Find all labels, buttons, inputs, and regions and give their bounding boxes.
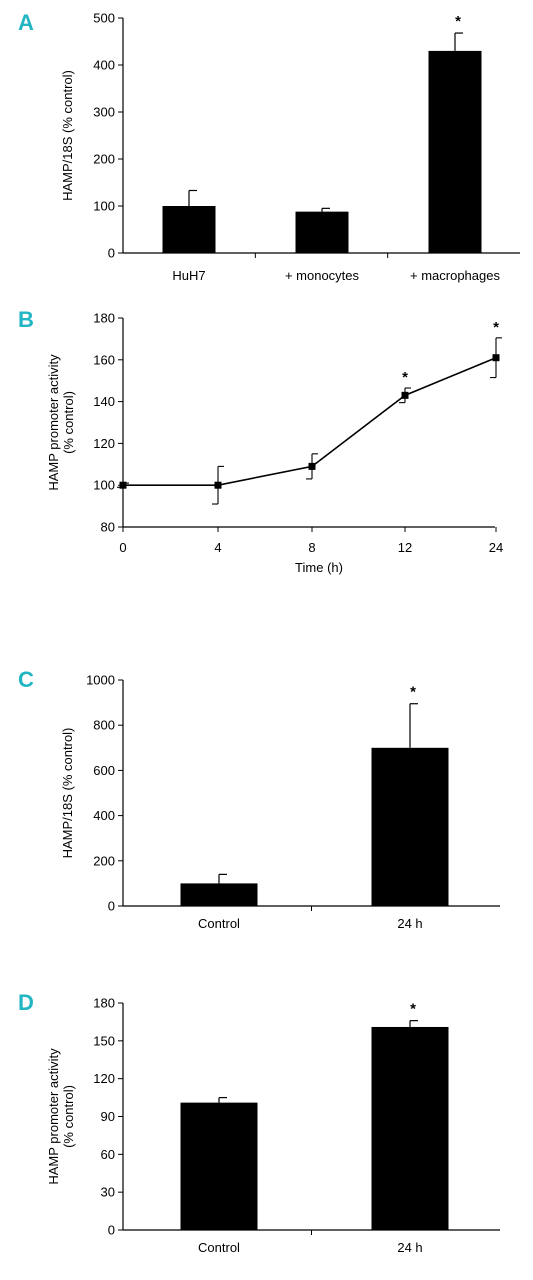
y-tick-label: 500 xyxy=(93,11,115,26)
chart-panel-a: A 0 100 200 300 400 500 HAMP/18S (% control) HuH… xyxy=(18,10,520,283)
x-axis-title: Time (h) xyxy=(295,560,343,575)
y-tick-label: 80 xyxy=(101,520,115,535)
significance-mark: * xyxy=(455,13,461,30)
data-point xyxy=(492,354,500,362)
panel-letter: D xyxy=(18,990,34,1015)
x-tick-label: Control xyxy=(198,1240,240,1255)
bar xyxy=(371,747,449,906)
y-tick-label: 120 xyxy=(93,436,115,451)
bar xyxy=(428,50,482,254)
x-tick-label: 12 xyxy=(398,540,412,555)
bar xyxy=(180,883,258,906)
chart-panel-c: C 0 200 400 600 800 1000 HAMP/18S (% control) Co… xyxy=(18,667,500,931)
x-tick-label: 24 h xyxy=(397,916,422,931)
y-tick-label: 100 xyxy=(93,199,115,214)
significance-mark: * xyxy=(493,319,499,336)
y-axis-title: HAMP promoter activity (% control) xyxy=(46,354,76,491)
y-tick-label: 160 xyxy=(93,352,115,367)
x-tick-label: + macrophages xyxy=(410,268,500,283)
y-axis-title-line: HAMP promoter activity xyxy=(46,354,61,491)
y-tick-label: 30 xyxy=(101,1185,115,1200)
x-tick-label: HuH7 xyxy=(172,268,205,283)
y-tick-label: 120 xyxy=(93,1071,115,1086)
y-axis-title: HAMP/18S (% control) xyxy=(60,70,75,201)
y-axis-title: HAMP/18S (% control) xyxy=(60,728,75,859)
panel-letter: A xyxy=(18,10,34,35)
bar xyxy=(180,1102,258,1230)
y-axis-title: HAMP promoter activity (% control) xyxy=(46,1048,76,1185)
y-tick-label: 300 xyxy=(93,105,115,120)
chart-panel-d: D 0 30 60 90 120 150 180 HAMP promoter activity(… xyxy=(18,990,500,1255)
y-tick-label: 150 xyxy=(93,1033,115,1048)
y-tick-label: 140 xyxy=(93,394,115,409)
data-point xyxy=(119,481,127,489)
panel-letter: C xyxy=(18,667,34,692)
y-tick-label: 60 xyxy=(101,1147,115,1162)
y-tick-label: 0 xyxy=(108,246,115,261)
data-point xyxy=(308,462,316,470)
x-tick-label: 24 xyxy=(489,540,503,555)
x-tick-label: Control xyxy=(198,916,240,931)
y-tick-label: 100 xyxy=(93,478,115,493)
bar xyxy=(162,206,216,253)
y-tick-label: 200 xyxy=(93,853,115,868)
y-axis-title-line: HAMP/18S (% control) xyxy=(60,728,75,859)
data-point xyxy=(214,481,222,489)
y-axis-title-line: HAMP promoter activity xyxy=(46,1048,61,1185)
y-axis-title-line: (% control) xyxy=(61,1085,76,1148)
y-tick-label: 0 xyxy=(108,899,115,914)
x-tick-label: 8 xyxy=(308,540,315,555)
x-tick-label: + monocytes xyxy=(285,268,360,283)
data-point xyxy=(401,391,409,399)
y-tick-label: 400 xyxy=(93,58,115,73)
y-axis-title-line: HAMP/18S (% control) xyxy=(60,70,75,201)
y-tick-label: 180 xyxy=(93,311,115,326)
x-tick-label: 24 h xyxy=(397,1240,422,1255)
panel-letter: B xyxy=(18,307,34,332)
significance-mark: * xyxy=(410,684,416,701)
bar xyxy=(371,1026,449,1230)
bar xyxy=(295,211,349,253)
y-tick-label: 200 xyxy=(93,152,115,167)
y-tick-label: 180 xyxy=(93,996,115,1011)
y-tick-label: 1000 xyxy=(86,673,115,688)
significance-mark: * xyxy=(410,1001,416,1018)
y-tick-label: 800 xyxy=(93,718,115,733)
x-tick-label: 4 xyxy=(214,540,221,555)
significance-mark: * xyxy=(402,369,408,386)
y-tick-label: 0 xyxy=(108,1223,115,1238)
y-tick-label: 600 xyxy=(93,763,115,778)
x-tick-label: 0 xyxy=(119,540,126,555)
y-tick-label: 90 xyxy=(101,1109,115,1124)
y-tick-label: 400 xyxy=(93,808,115,823)
y-axis-title-line: (% control) xyxy=(61,391,76,454)
